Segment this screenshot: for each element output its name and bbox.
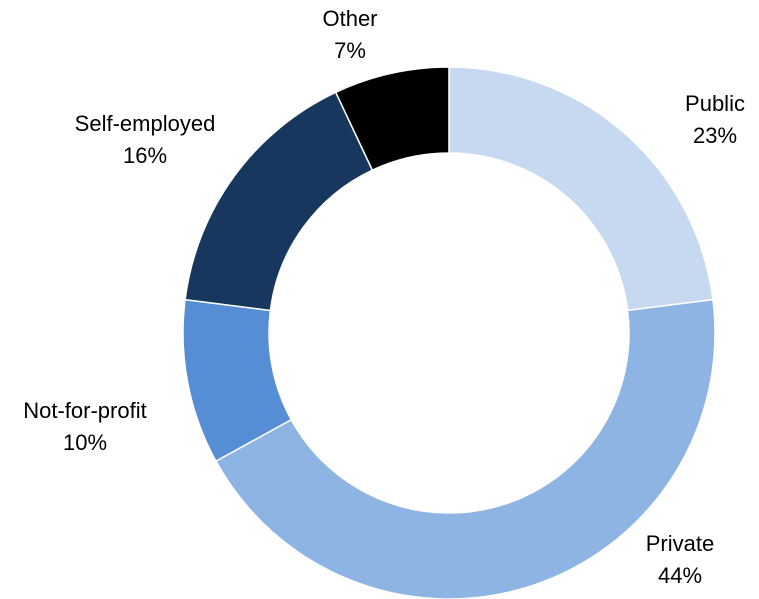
slice-value: 44% (658, 563, 702, 588)
slice-label: Private (646, 531, 714, 556)
donut-slice (214, 298, 716, 599)
slice-value: 10% (63, 430, 107, 455)
slice-label: Public (685, 91, 745, 116)
slice-label: Other (322, 6, 377, 31)
slice-value: 23% (693, 123, 737, 148)
slice-value: 16% (123, 143, 167, 168)
slice-label: Self-employed (75, 111, 216, 136)
slice-label: Not-for-profit (23, 398, 146, 423)
donut-slice (334, 66, 450, 172)
donut-slice (448, 66, 714, 312)
slice-value: 7% (334, 38, 366, 63)
